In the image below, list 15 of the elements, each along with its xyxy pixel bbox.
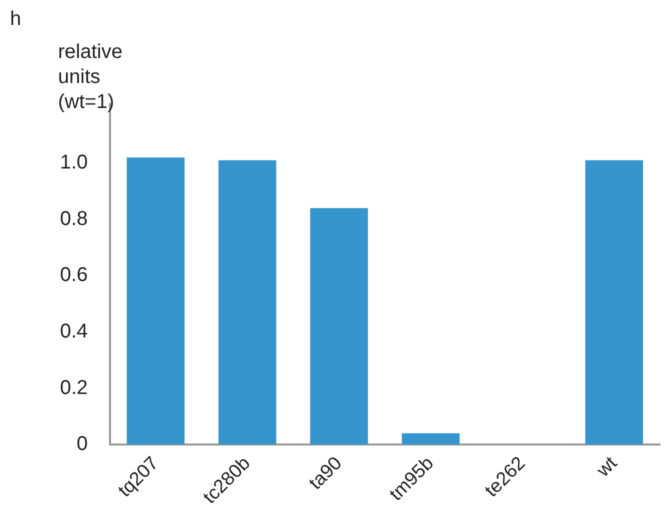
y-axis-title: relative units (wt=1) [58, 40, 124, 115]
bar [310, 208, 368, 445]
y-tick-label: 0.2 [60, 376, 88, 399]
chart-title: h [10, 8, 22, 31]
y-tick-label: 0.6 [60, 264, 88, 286]
bar [402, 433, 460, 445]
y-tick-label: 1.0 [60, 152, 88, 174]
bar [126, 157, 185, 445]
y-tick-label: 0.4 [60, 320, 88, 342]
y-tick-label: 0 [76, 433, 88, 456]
x-tick-label: wt [592, 452, 622, 482]
bar [585, 160, 644, 445]
bar [218, 160, 276, 445]
y-tick-label: 0.8 [60, 208, 88, 230]
x-tick-label: ta90 [305, 452, 346, 494]
